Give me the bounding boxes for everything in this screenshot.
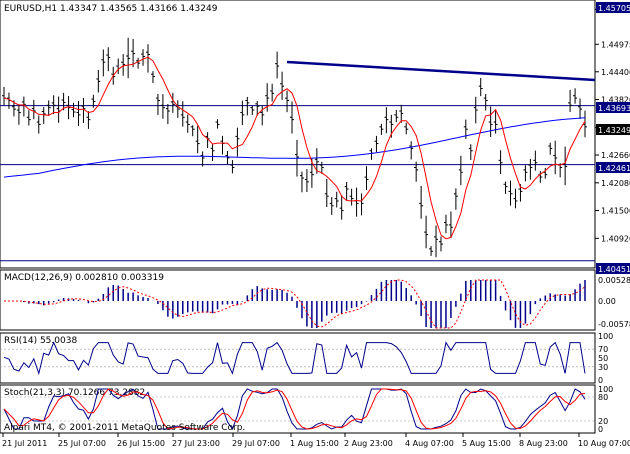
stoch-axis-tick: 0 [598, 425, 603, 434]
main-header-text: EURUSD,H1 1.43347 1.43565 1.43166 1.4324… [4, 4, 218, 14]
trend-line[interactable] [286, 60, 596, 82]
stoch-axis-tick: 20 [598, 417, 608, 426]
time-axis-tick: 21 Jul 2011 [2, 439, 47, 448]
time-axis-tick: 1 Aug 15:00 [290, 439, 339, 448]
price-label-box [596, 263, 630, 274]
stoch-plot [3, 388, 586, 431]
stoch-axis-tick: 100 [598, 385, 613, 394]
macd-pane[interactable]: MACD(12,26,9) 0.002810 0.003319 0.005280… [0, 269, 630, 331]
time-axis-tick: 26 Jul 15:00 [117, 439, 165, 448]
price-candles [2, 37, 587, 258]
rsi-axis-tick: 70 [598, 345, 608, 354]
copyright-text: Alpari MT4, © 2001-2011 MetaQuotes Softw… [4, 423, 245, 433]
fast-moving-average-line [3, 56, 586, 240]
macd-header-text: MACD(12,26,9) 0.002810 0.003319 [4, 273, 164, 283]
price-axis-tick: 1.42660 [601, 151, 630, 160]
time-axis-tick: 25 Jul 07:00 [58, 439, 106, 448]
macd-axis-tick: 0.00 [598, 297, 616, 306]
price-label-box [596, 102, 630, 113]
price-label-text: 1.43693 [598, 104, 630, 113]
rsi-axis-tick: 100 [598, 332, 613, 341]
macd-axis: 0.00528 0.00 -0.00578 [598, 276, 630, 329]
time-axis-tick: 2 Aug 23:00 [344, 439, 393, 448]
macd-signal-line [4, 279, 586, 329]
price-axis-tick: 1.42080 [601, 179, 630, 188]
resistance-trend-line[interactable] [286, 60, 596, 82]
time-axis-tick: 4 Aug 07:00 [405, 439, 454, 448]
price-axis-tick: 1.41500 [601, 207, 630, 216]
price-axis-tick: 1.44975 [601, 40, 630, 49]
macd-plot [4, 279, 586, 329]
macd-axis-tick: 0.00528 [598, 276, 630, 285]
price-axis-tick: 1.43820 [601, 96, 630, 105]
time-axis-tick: 29 Jul 07:00 [232, 439, 280, 448]
time-axis-tick: 5 Aug 15:00 [462, 439, 511, 448]
rsi-plot [3, 341, 586, 376]
time-axis-tick: 27 Jul 23:00 [172, 439, 220, 448]
time-axis-tick: 10 Aug 07:00 [578, 439, 630, 448]
horizontal-lines[interactable] [0, 105, 595, 262]
stoch-header-text: Stoch(21,3,3) 70.1266 73.2882 [4, 388, 145, 398]
moving-averages [3, 56, 586, 240]
price-axis-tick: 1.40920 [601, 234, 630, 243]
stoch-axis-tick: 80 [598, 393, 608, 402]
rsi-axis-tick: 50 [598, 354, 608, 363]
price-labels: 1.45705 1.43693 1.43249 1.42461 1.40451 [596, 2, 630, 274]
price-label-box [596, 2, 630, 13]
rsi-axis-tick: 0 [598, 376, 603, 385]
price-label-text: 1.40451 [598, 265, 630, 274]
time-axis: 21 Jul 2011 25 Jul 07:00 26 Jul 15:00 27 Ju… [0, 432, 630, 448]
price-label-text: 1.42461 [598, 164, 630, 173]
price-label-text: 1.43249 [598, 126, 630, 135]
price-label-box [596, 162, 630, 173]
rsi-header-text: RSI(14) 55.0038 [4, 336, 77, 346]
slow-moving-average-line [3, 117, 586, 178]
time-axis-tick: 8 Aug 23:00 [519, 439, 568, 448]
price-label-box [596, 124, 630, 135]
rsi-axis-tick: 30 [598, 363, 608, 372]
main-price-pane[interactable]: EURUSD,H1 1.43347 1.43565 1.43166 1.4324… [0, 0, 630, 274]
rsi-line [3, 341, 586, 376]
price-label-text: 1.45705 [598, 4, 630, 13]
stoch-main-line [3, 388, 586, 431]
price-axis-tick: 1.44400 [601, 68, 630, 77]
macd-axis-tick: -0.00578 [598, 320, 630, 329]
stoch-signal-line [3, 388, 586, 430]
